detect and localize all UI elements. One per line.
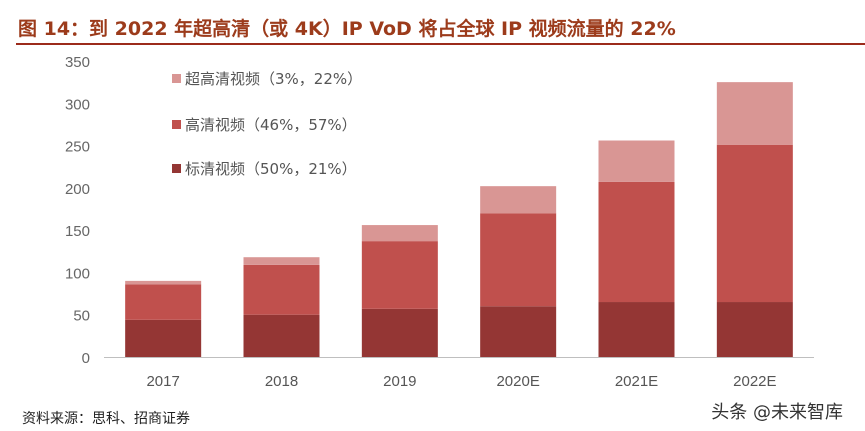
y-tick-label: 50	[73, 308, 90, 325]
y-tick-label: 350	[65, 54, 90, 71]
bar-segment	[125, 284, 202, 320]
bar-segment	[125, 280, 202, 285]
title-rule	[16, 43, 865, 45]
bar-segment	[243, 257, 320, 265]
legend-label: 高清视频（46%，57%）	[185, 116, 357, 134]
x-tick-label: 2018	[265, 373, 298, 390]
legend-swatch	[172, 120, 181, 129]
x-tick-label: 2017	[146, 373, 179, 390]
y-tick-label: 250	[65, 139, 90, 156]
bar-segment	[361, 241, 438, 309]
bar-segment	[243, 264, 320, 315]
bar-segment	[480, 186, 557, 214]
bar-segment	[125, 319, 202, 357]
bar-segment	[480, 306, 557, 357]
y-tick-label: 150	[65, 223, 90, 240]
bar-segment	[480, 213, 557, 307]
bar-segment	[598, 302, 675, 357]
legend-item-hd: 高清视频（46%，57%）	[172, 114, 357, 135]
bar-segment	[598, 181, 675, 303]
bar-segment	[716, 302, 793, 357]
legend-swatch	[172, 74, 181, 83]
bar-segment	[243, 314, 320, 357]
legend-label: 超高清视频（3%，22%）	[185, 70, 363, 88]
legend-label: 标清视频（50%，21%）	[185, 160, 357, 178]
bar-segment	[716, 82, 793, 145]
watermark: 头条 @未来智库	[711, 402, 843, 423]
legend-item-sd: 标清视频（50%，21%）	[172, 158, 357, 179]
source-note: 资料来源：思科、招商证券	[22, 411, 190, 427]
legend-swatch	[172, 164, 181, 173]
bar-segment	[361, 225, 438, 242]
y-tick-label: 200	[65, 181, 90, 198]
bar-segment	[598, 140, 675, 182]
bar-segment	[716, 144, 793, 303]
x-tick-label: 2021E	[615, 373, 658, 390]
y-tick-label: 300	[65, 96, 90, 113]
x-tick-label: 2019	[383, 373, 416, 390]
y-tick-label: 100	[65, 265, 90, 282]
bar-segment	[361, 308, 438, 357]
x-tick-label: 2020E	[496, 373, 539, 390]
x-tick-label: 2022E	[733, 373, 776, 390]
legend-item-uhd: 超高清视频（3%，22%）	[172, 68, 362, 89]
chart-title: 图 14：到 2022 年超高清（或 4K）IP VoD 将占全球 IP 视频流…	[18, 18, 676, 40]
y-tick-label: 0	[82, 350, 90, 367]
